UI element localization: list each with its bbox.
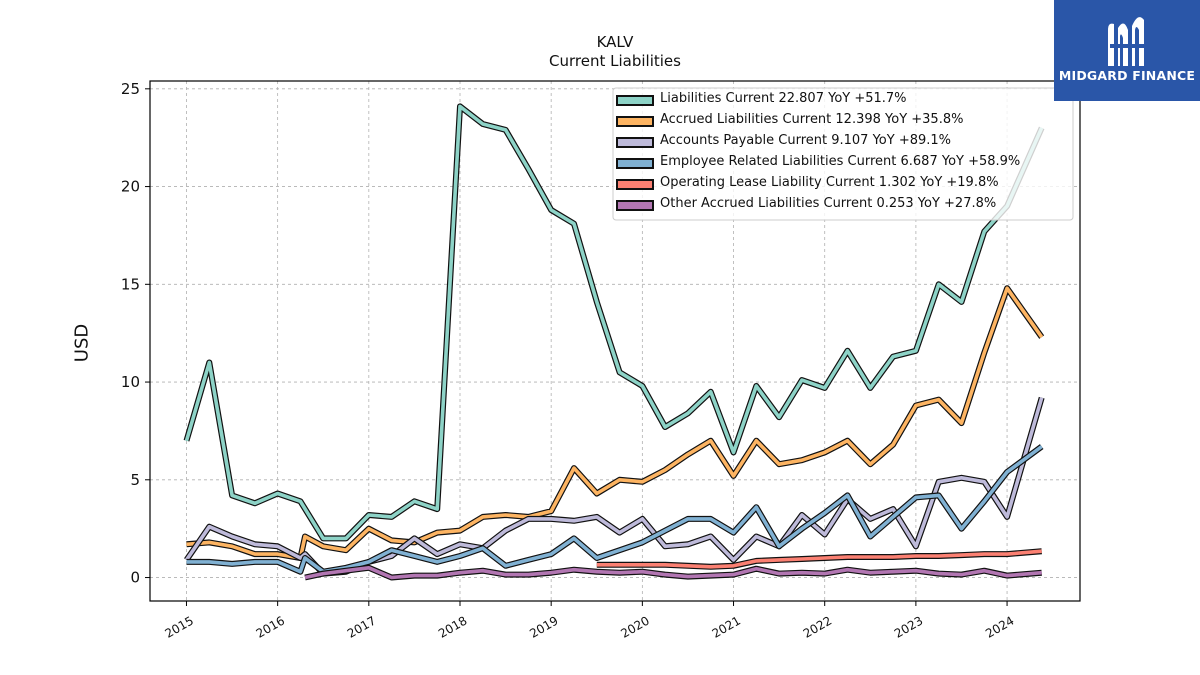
x-tick-label: 2019 <box>527 613 560 640</box>
legend-swatch-accounts-payable-current <box>616 137 654 148</box>
legend-swatch-employee-related-liabilities-current <box>616 158 654 169</box>
x-tick-label: 2021 <box>710 613 743 640</box>
legend-box <box>612 87 1074 221</box>
brand-name: MIDGARD FINANCE <box>1058 68 1196 83</box>
legend-entry-operating-lease-liability-current: Operating Lease Liability Current 1.302 … <box>660 175 999 190</box>
y-tick-label: 0 <box>130 569 140 587</box>
series-line-operating-lease-liability-current <box>596 549 1042 569</box>
series-line-accrued-liabilities-current <box>186 286 1044 560</box>
chart-title: KALV <box>596 33 634 51</box>
series-line-other-accrued-liabilities-current <box>304 566 1042 580</box>
x-tick-label: 2024 <box>983 613 1016 640</box>
midgard-m-logo-icon <box>1108 17 1144 67</box>
brand-logo: MIDGARD FINANCE <box>1054 0 1200 101</box>
y-tick-label: 15 <box>121 275 140 293</box>
legend <box>612 87 1074 221</box>
legend-entry-accrued-liabilities-current: Accrued Liabilities Current 12.398 YoY +… <box>660 112 964 127</box>
legend-entry-accounts-payable-current: Accounts Payable Current 9.107 YoY +89.1… <box>660 133 952 148</box>
plot-frame <box>149 80 1081 602</box>
x-tick-label: 2023 <box>892 613 925 640</box>
y-tick-label: 10 <box>121 373 140 391</box>
x-tick-label: 2022 <box>801 613 834 640</box>
series-line-liabilities-current <box>184 104 1044 541</box>
legend-swatch-liabilities-current <box>616 95 654 106</box>
y-tick-label: 25 <box>121 80 140 98</box>
y-tick-label: 5 <box>130 471 140 489</box>
legend-entry-employee-related-liabilities-current: Employee Related Liabilities Current 6.6… <box>660 154 1021 169</box>
x-tick-label: 2016 <box>254 613 287 640</box>
legend-entry-liabilities-current: Liabilities Current 22.807 YoY +51.7% <box>660 91 907 106</box>
x-tick-label: 2015 <box>163 613 196 640</box>
x-tick-label: 2020 <box>618 613 651 640</box>
legend-swatch-other-accrued-liabilities-current <box>616 200 654 211</box>
y-axis-label: USD <box>71 323 93 363</box>
x-tick-label: 2018 <box>436 613 469 640</box>
legend-swatch-accrued-liabilities-current <box>616 116 654 127</box>
series-outline-accrued-liabilities-current <box>186 285 1045 561</box>
legend-entry-other-accrued-liabilities-current: Other Accrued Liabilities Current 0.253 … <box>660 196 997 211</box>
series-lines <box>183 103 1045 581</box>
chart-subtitle: Current Liabilities <box>549 52 681 70</box>
series-line-employee-related-liabilities-current <box>186 445 1043 574</box>
y-tick-label: 20 <box>121 178 140 196</box>
legend-swatch-operating-lease-liability-current <box>616 179 654 190</box>
x-tick-label: 2017 <box>345 613 378 640</box>
